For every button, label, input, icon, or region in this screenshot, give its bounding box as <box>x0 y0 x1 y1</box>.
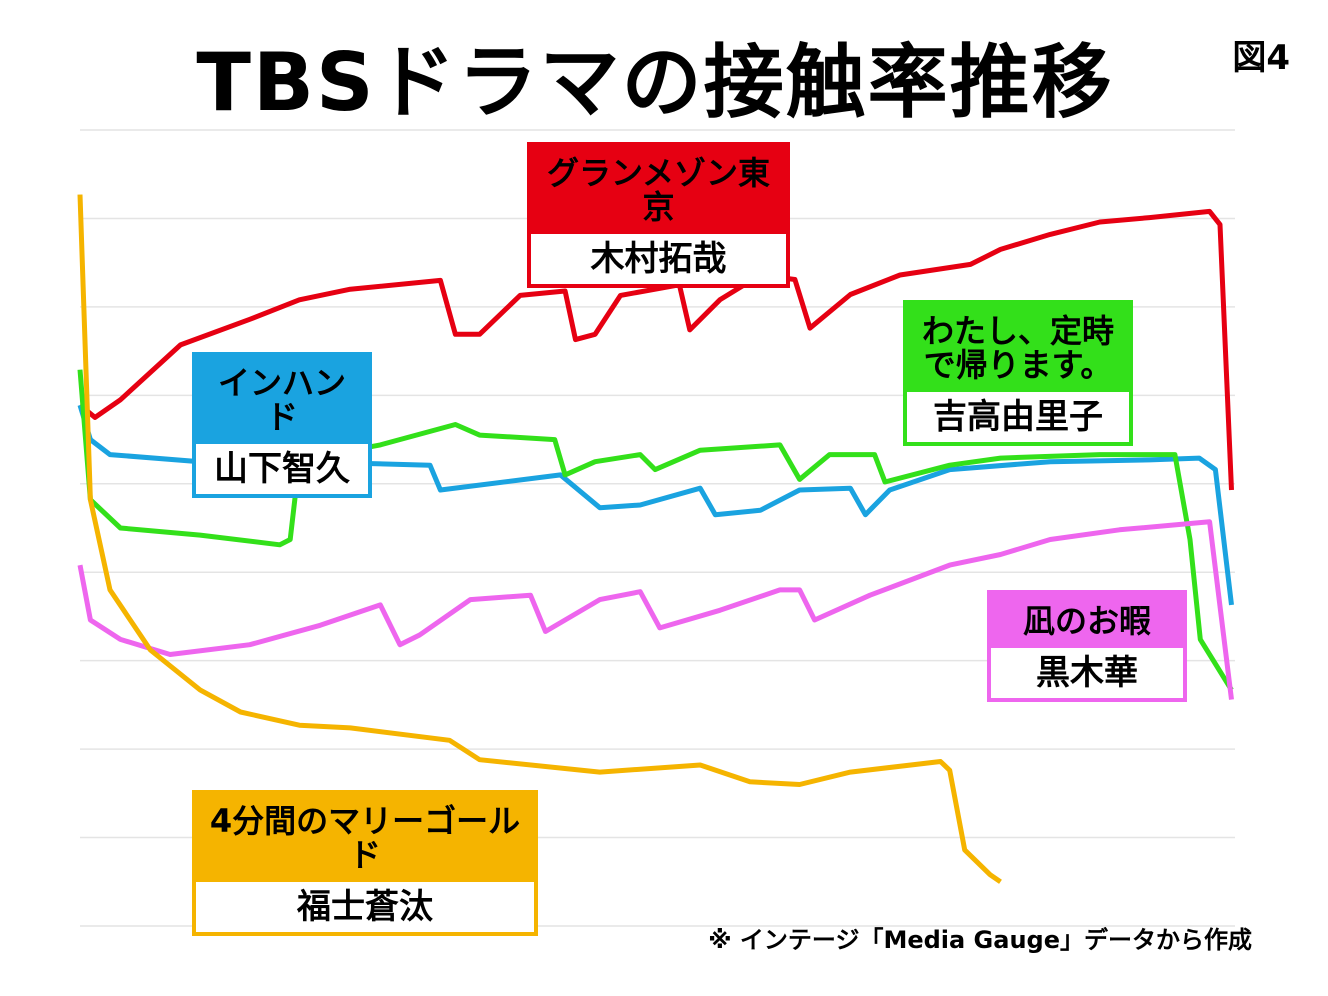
legend-box: わたし、定時で帰ります。吉高由里子 <box>903 300 1133 446</box>
legend-cast: 山下智久 <box>214 449 350 489</box>
chart-title: TBSドラマの接触率推移 <box>196 36 1114 129</box>
legend-title: 4分間のマリーゴールド <box>196 794 534 882</box>
legend-box: 4分間のマリーゴールド福士蒼汰 <box>192 790 538 936</box>
legend-box: 凪のお暇 黒木華 <box>987 590 1187 702</box>
legend-title: わたし、定時で帰ります。 <box>907 304 1129 392</box>
legend-title: 凪のお暇 <box>991 594 1183 648</box>
series-line <box>77 519 1234 700</box>
legend-cast: 福士蒼汰 <box>297 887 433 927</box>
figure-label: 図4 <box>1232 38 1290 78</box>
legend-cast: 黒木華 <box>1036 653 1138 693</box>
legend-cast: 木村拓哉 <box>590 239 727 279</box>
legend-cast: 吉高由里子 <box>933 397 1103 437</box>
legend-title: インハンド <box>196 356 368 444</box>
legend-title: グランメゾン東京 <box>531 146 786 234</box>
source-note: ※ インテージ「Media Gauge」データから作成 <box>708 926 1252 954</box>
legend-box: インハンド 山下智久 <box>192 352 372 498</box>
series-line <box>77 194 1002 884</box>
legend-box: グランメゾン東京木村拓哉 <box>527 142 790 288</box>
series-line <box>77 369 1234 692</box>
